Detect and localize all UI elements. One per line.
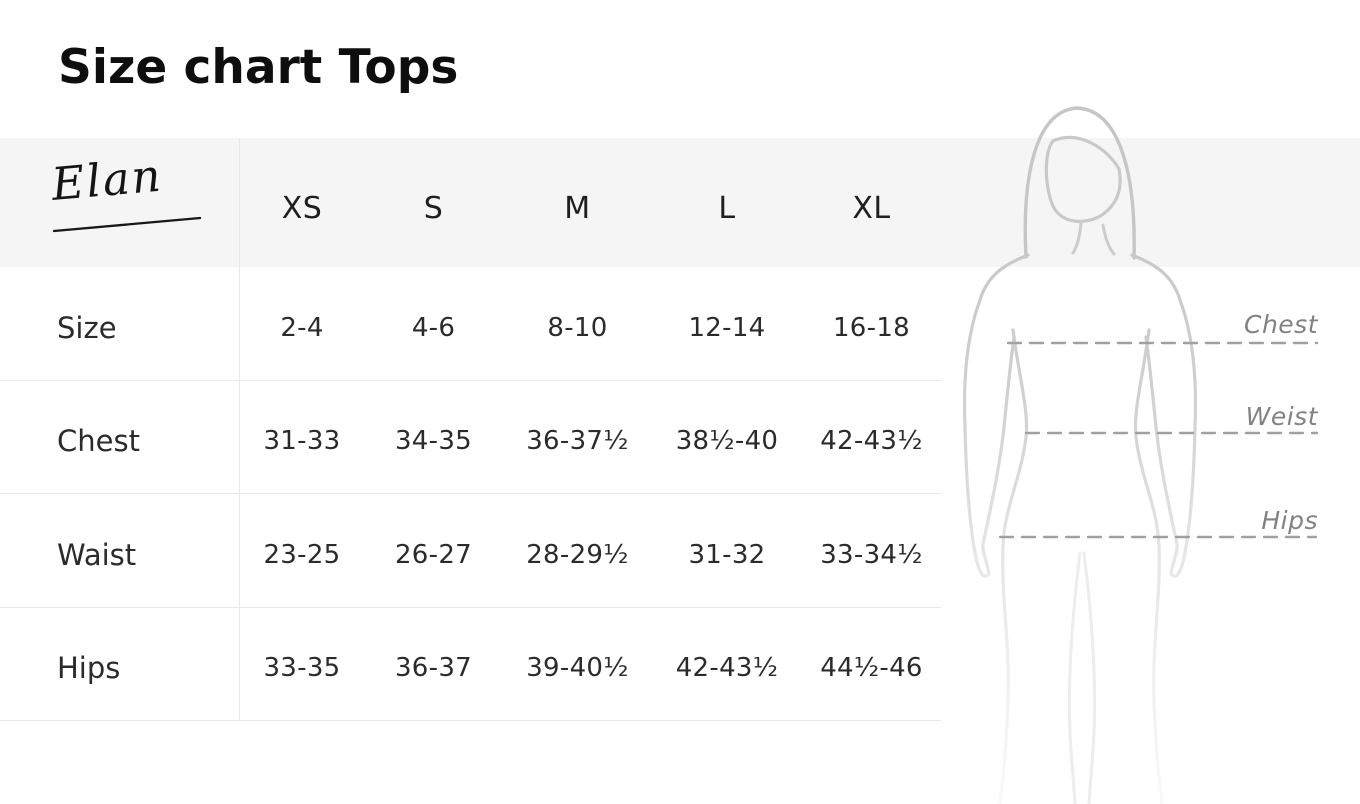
page-title: Size chart Tops — [58, 40, 459, 95]
hips-measure-label: Hips — [1261, 506, 1318, 535]
chest-measure-label: Chest — [1243, 310, 1318, 339]
column-header-l: L — [718, 191, 736, 226]
brand-logo: Elan — [49, 148, 165, 211]
neck-left-line — [1071, 221, 1083, 255]
logo-underline — [52, 216, 202, 233]
hair-outline — [1023, 106, 1136, 260]
brand-logo-cell: Elan — [0, 138, 240, 267]
right-arm-outline — [1130, 253, 1198, 578]
cell-size-xs: 2-4 — [280, 312, 324, 343]
cell-chest-l: 38½-40 — [652, 380, 802, 493]
cell-waist-m: 28-29½ — [503, 493, 652, 607]
column-header-s: S — [423, 191, 444, 226]
cell-waist-s: 26-27 — [364, 493, 503, 607]
size-table: Elan XS S M L XL Size 2-4 4-6 8-10 12-14… — [0, 138, 941, 721]
waist-measure-label: Weist — [1245, 402, 1318, 431]
left-inner-leg-line — [1067, 551, 1082, 804]
cell-hips-l: 42-43½ — [652, 607, 802, 721]
column-header-xl: XL — [852, 191, 891, 226]
row-label-chest: Chest — [0, 380, 240, 493]
right-torso-outline — [1133, 328, 1164, 804]
cell-chest-s: 34-35 — [364, 380, 503, 493]
cell-waist-l: 31-32 — [652, 493, 802, 607]
cell-size-m: 8-10 — [547, 312, 608, 343]
body-silhouette-illustration — [962, 106, 1319, 804]
cell-hips-xs: 33-35 — [240, 607, 364, 721]
cell-chest-m: 36-37½ — [503, 380, 652, 493]
left-torso-outline — [998, 328, 1029, 804]
cell-size-l: 12-14 — [688, 312, 766, 343]
cell-hips-s: 36-37 — [364, 607, 503, 721]
cell-hips-xl: 44½-46 — [802, 607, 941, 721]
cell-size-s: 4-6 — [411, 312, 456, 343]
row-label-size: Size — [0, 267, 240, 380]
row-label-waist: Waist — [0, 493, 240, 607]
cell-waist-xl: 33-34½ — [802, 493, 941, 607]
right-inner-leg-line — [1082, 551, 1097, 804]
column-header-m: M — [564, 191, 591, 226]
face-outline — [1044, 135, 1122, 223]
cell-waist-xs: 23-25 — [240, 493, 364, 607]
cell-hips-m: 39-40½ — [503, 607, 652, 721]
row-label-hips: Hips — [0, 607, 240, 721]
cell-size-xl: 16-18 — [832, 312, 911, 343]
cell-chest-xl: 42-43½ — [802, 380, 941, 493]
left-arm-outline — [962, 253, 1030, 578]
column-header-xs: XS — [281, 191, 323, 226]
cell-chest-xs: 31-33 — [240, 380, 364, 493]
neck-right-line — [1101, 223, 1116, 256]
